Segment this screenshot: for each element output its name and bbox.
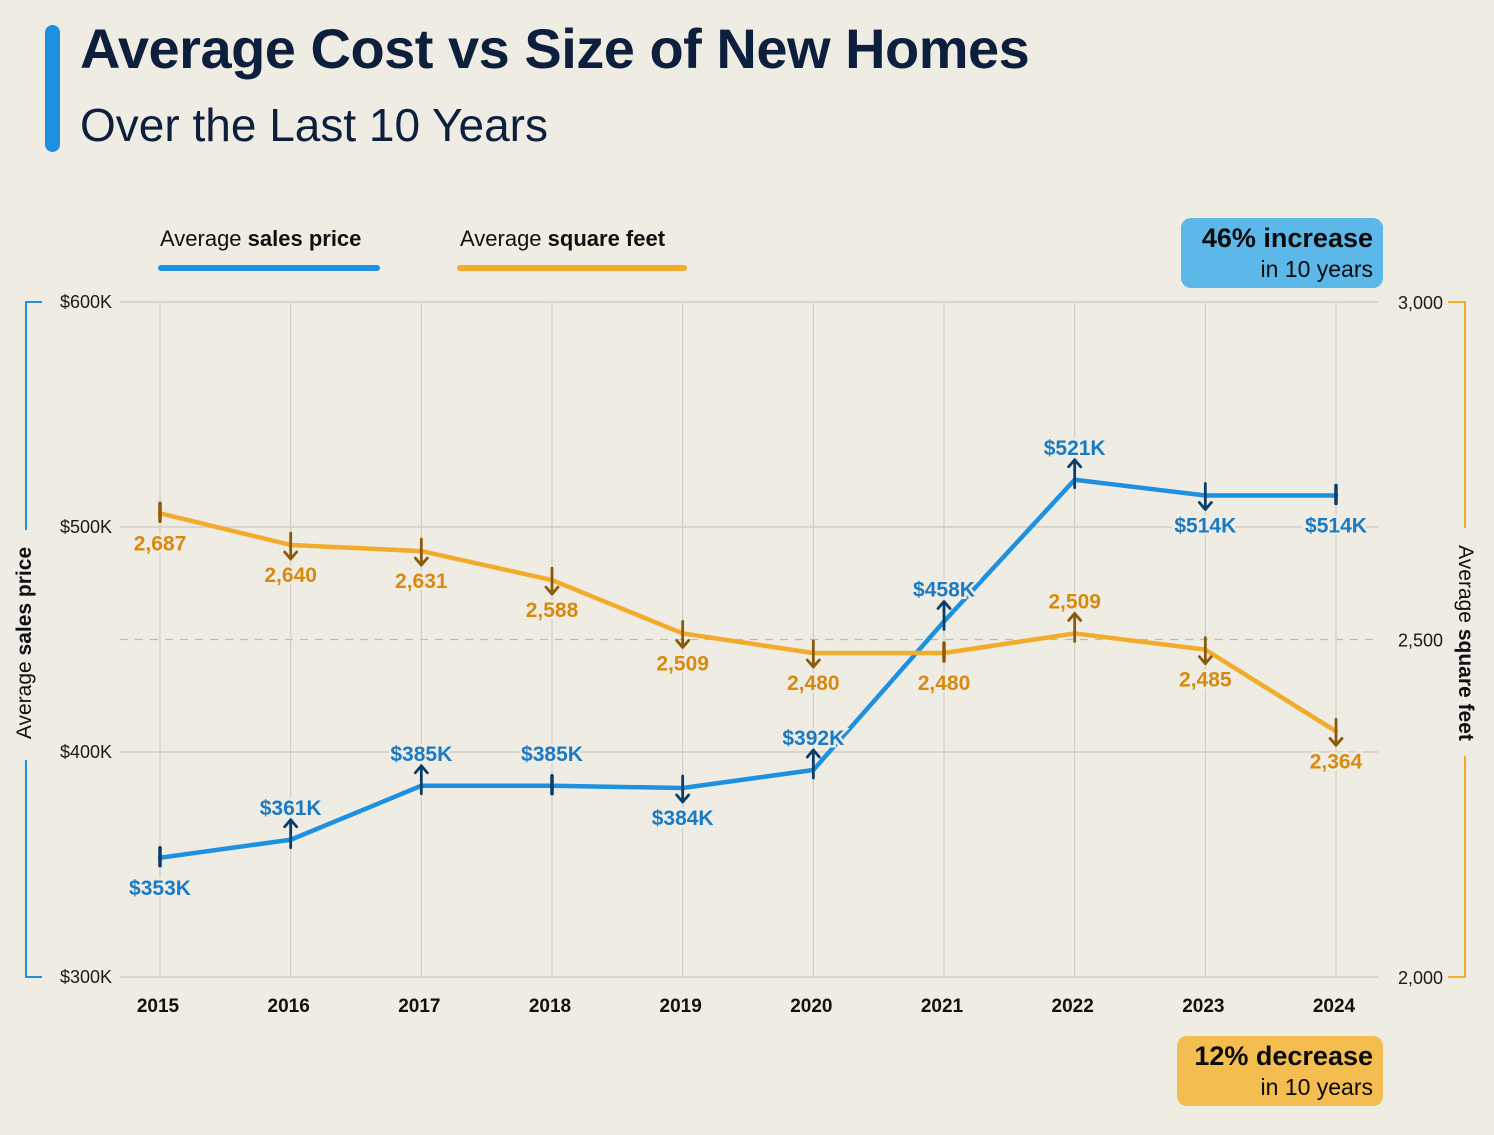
left-axis-bracket-top [25,301,42,530]
arrow-down-icon [544,566,560,596]
data-label: 2,509 [1048,590,1101,613]
arrow-down-icon [675,620,691,649]
arrow-up-icon [805,748,821,780]
arrow-down-icon [283,531,299,561]
data-label: $392K [782,727,844,750]
data-markers [158,458,1344,868]
data-label: 2,687 [134,532,187,555]
x-tick-label: 2019 [660,996,702,1017]
x-tick-label: 2016 [268,996,310,1017]
arrow-up-icon [1067,612,1083,643]
badge-headline: 12% decrease [1194,1041,1373,1071]
legend-item-sales-price: Average sales price [160,226,361,252]
left-axis-bracket-bottom [25,760,42,978]
left-tick-label: $400K [60,742,112,762]
data-label: $458K [913,579,975,602]
legend-prefix: Average [460,226,548,251]
data-label: $514K [1305,515,1367,538]
data-label: $385K [390,743,452,766]
series-line-square-feet [157,511,1339,734]
arrow-down-icon [1197,636,1213,666]
left-axis-title: Average sales price [13,547,36,739]
data-label: 2,631 [395,570,448,593]
x-tick-label: 2017 [398,996,440,1017]
data-labels: $353K $361K $385K $385K $384K $392K $458K $521K… [127,434,1370,902]
data-label: $353K [129,877,191,900]
badge-headline: 46% increase [1201,223,1373,253]
x-tick-label: 2024 [1313,996,1356,1017]
data-label: 2,640 [264,564,317,587]
arrow-up-icon [413,764,429,796]
series-lines [157,477,1339,860]
data-label: $514K [1174,515,1236,538]
arrow-up-icon [936,600,952,631]
axes: $600K $500K $400K $300K 2015 2016 2017 2018 2019… [13,292,1477,1017]
data-label: $521K [1044,437,1106,460]
price-change-badge: 46% increase in 10 years [1181,218,1383,288]
chart-subtitle: Over the Last 10 Years [80,99,548,151]
x-tick-label: 2022 [1052,996,1094,1017]
data-label: $384K [652,807,714,830]
badge-caption: in 10 years [1260,1074,1373,1100]
data-label: $361K [260,797,322,820]
right-axis-bracket-top [1448,301,1466,528]
right-axis-bracket-bottom [1448,756,1466,978]
data-label: 2,485 [1179,669,1232,692]
right-tick-label: 2,500 [1398,631,1443,651]
legend-item-square-feet: Average square feet [460,226,665,252]
data-label: 2,364 [1310,750,1363,773]
arrow-down-icon [675,774,691,804]
legend-bold: square feet [547,226,666,251]
legend-swatch-sales-price [158,265,380,271]
x-tick-label: 2021 [921,996,964,1017]
arrow-up-icon [1067,458,1083,490]
left-tick-label: $600K [60,292,112,312]
series-line-sales-price [157,477,1339,860]
sqft-change-badge: 12% decrease in 10 years [1177,1036,1383,1106]
arrow-down-icon [805,639,821,669]
right-axis-title: Average square feet [1454,545,1477,741]
x-tick-label: 2023 [1182,996,1224,1017]
gridlines [120,301,1378,978]
arrow-up-icon [283,818,299,850]
data-label: 2,480 [918,672,971,695]
right-tick-label: 2,000 [1398,968,1443,988]
data-label: $385K [521,743,583,766]
legend-bold: sales price [247,226,362,251]
data-label: 2,588 [526,599,579,622]
right-tick-label: 3,000 [1398,293,1443,313]
arrow-down-icon [1328,717,1344,747]
data-label: 2,509 [656,652,709,675]
chart-title: Average Cost vs Size of New Homes [80,17,1030,80]
data-label: 2,480 [787,672,840,695]
title-accent-bar [45,25,60,152]
arrow-down-icon [413,537,429,567]
arrow-down-icon [1197,482,1213,511]
x-tick-label: 2015 [137,996,180,1017]
legend-swatch-square-feet [457,265,687,271]
legend-prefix: Average [160,226,248,251]
badge-caption: in 10 years [1260,256,1373,282]
left-tick-label: $500K [60,517,112,537]
x-tick-label: 2018 [529,996,571,1017]
left-tick-label: $300K [60,967,112,987]
x-tick-label: 2020 [790,996,832,1017]
